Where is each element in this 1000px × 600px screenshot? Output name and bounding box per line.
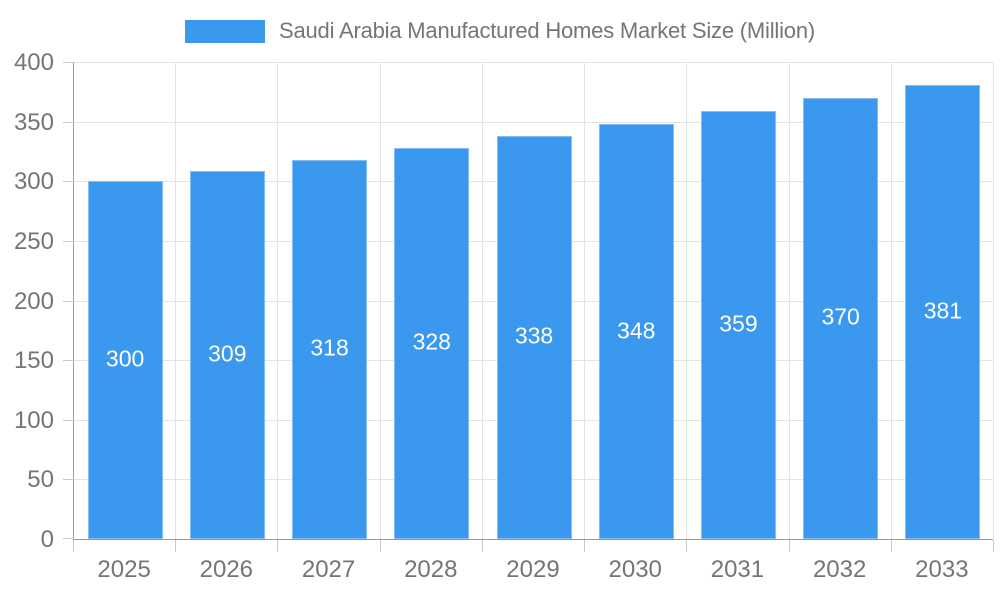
- gridline-vertical: [277, 63, 279, 539]
- bar-2031[interactable]: 359: [700, 110, 776, 539]
- gridline-vertical: [584, 63, 586, 539]
- x-axis-tick: [890, 540, 892, 552]
- y-axis-tick: [63, 62, 74, 63]
- gridline-vertical: [379, 63, 381, 539]
- bar-value-label: 300: [105, 345, 145, 372]
- x-axis-tick: [277, 540, 279, 552]
- y-axis-tick: [63, 240, 74, 242]
- gridline-vertical: [993, 63, 994, 539]
- y-axis-tick-label: 50: [27, 466, 54, 494]
- bar-2030[interactable]: 348: [598, 124, 674, 539]
- y-axis-tick-label: 150: [13, 347, 54, 375]
- bar-value-label: 318: [310, 334, 349, 361]
- x-axis-tick: [73, 540, 74, 552]
- bar-value-label: 338: [514, 322, 554, 349]
- bar-value-label: 309: [208, 340, 247, 367]
- x-axis-tick-label: 2029: [506, 556, 560, 583]
- bar-2033[interactable]: 381: [905, 84, 981, 539]
- x-axis-tick: [481, 540, 483, 552]
- y-axis-tick: [63, 181, 74, 183]
- bar-2025[interactable]: 300: [87, 181, 163, 539]
- chart-title: Saudi Arabia Manufactured Homes Market S…: [279, 18, 815, 43]
- x-axis-tick: [993, 540, 994, 552]
- gridline-horizontal: [74, 121, 993, 123]
- y-axis-tick: [63, 479, 74, 481]
- y-axis-tick: [63, 300, 74, 302]
- x-axis-tick-label: 2032: [812, 556, 867, 583]
- x-axis-tick: [379, 540, 381, 552]
- x-axis-tick: [686, 540, 688, 552]
- gridline-vertical: [686, 63, 688, 539]
- gridline-vertical: [788, 63, 790, 539]
- legend-swatch[interactable]: [185, 19, 266, 43]
- x-axis-tick: [788, 540, 790, 552]
- bar-value-label: 381: [923, 297, 963, 324]
- y-axis-tick: [63, 419, 74, 421]
- gridline-horizontal: [74, 62, 993, 63]
- y-axis-tick: [63, 538, 74, 539]
- bar-2027[interactable]: 318: [292, 159, 368, 539]
- x-axis-tick-label: 2031: [710, 556, 765, 583]
- bar-2028[interactable]: 328: [394, 147, 470, 539]
- gridline-vertical: [175, 63, 177, 539]
- bar-value-label: 328: [412, 328, 451, 355]
- plot-area: 300 309 318 328 338 348 359 370 381: [63, 62, 994, 552]
- x-axis-tick-label: 2033: [915, 556, 969, 583]
- y-axis-tick-label: 200: [13, 287, 54, 315]
- gridline-vertical: [481, 63, 483, 539]
- x-axis-tick-label: 2027: [301, 556, 356, 583]
- y-axis-tick: [63, 121, 74, 123]
- x-axis-tick-label: 2028: [404, 556, 458, 583]
- bar-2026[interactable]: 309: [189, 170, 265, 539]
- bar-2032[interactable]: 370: [803, 97, 879, 539]
- x-axis-tick-label: 2026: [199, 556, 254, 583]
- y-axis-tick-label: 250: [13, 227, 54, 255]
- y-axis-tick: [63, 360, 74, 362]
- bar-2029[interactable]: 338: [496, 135, 572, 539]
- legend-item[interactable]: Saudi Arabia Manufactured Homes Market S…: [0, 18, 1000, 44]
- x-axis-tick-label: 2030: [608, 556, 662, 583]
- y-axis-tick-label: 350: [13, 108, 54, 136]
- y-axis-tick-label: 400: [13, 49, 54, 76]
- x-axis-tick: [584, 540, 586, 552]
- y-axis-tick-label: 300: [13, 168, 54, 196]
- x-axis-tick: [175, 540, 177, 552]
- bar-value-label: 359: [719, 310, 758, 337]
- y-axis-tick-label: 100: [13, 406, 54, 434]
- bar-value-label: 370: [821, 303, 860, 330]
- bar-value-label: 348: [617, 317, 656, 344]
- gridline-vertical: [890, 63, 892, 539]
- y-axis-tick-label: 0: [40, 526, 54, 553]
- x-axis-tick-label: 2025: [97, 556, 151, 583]
